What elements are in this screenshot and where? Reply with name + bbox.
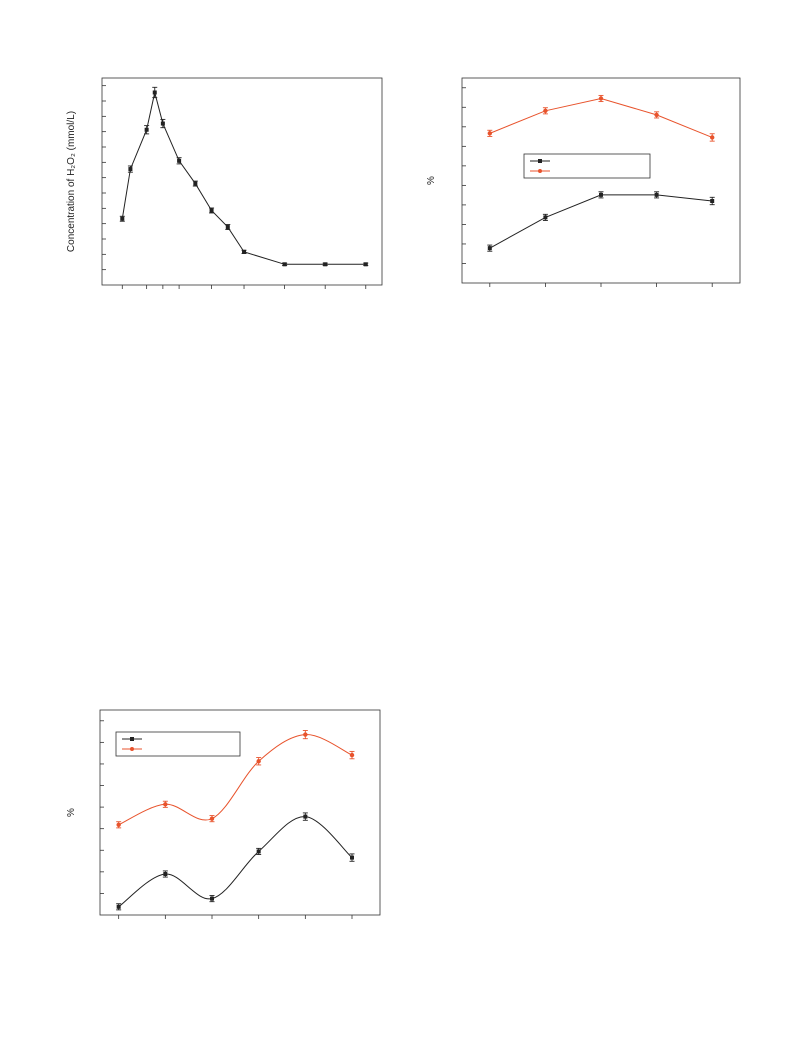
series-1-point bbox=[128, 167, 133, 172]
series-2-point bbox=[116, 822, 121, 827]
series-1-point bbox=[152, 90, 157, 95]
chart-h2o2-concentration: Concentration of H₂O₂ (mmol/L) bbox=[66, 77, 383, 289]
series-1-point bbox=[144, 127, 149, 132]
legend-marker-1 bbox=[538, 159, 542, 163]
series-1-point bbox=[177, 158, 182, 163]
series-1-point bbox=[225, 225, 230, 230]
series-1-point bbox=[282, 262, 287, 267]
series-2-point bbox=[256, 759, 261, 764]
series-1-point bbox=[242, 249, 247, 254]
series-2-point bbox=[598, 96, 604, 101]
plot-frame bbox=[99, 709, 381, 916]
legend-box bbox=[523, 153, 651, 179]
series-1-line bbox=[121, 92, 366, 265]
series-1-point bbox=[256, 849, 261, 854]
legend-marker-1 bbox=[130, 737, 134, 741]
series-2-point bbox=[163, 802, 168, 807]
series-1-point bbox=[209, 208, 214, 213]
series-1-point bbox=[710, 199, 715, 203]
legend-marker-2 bbox=[538, 169, 542, 173]
plot-frame bbox=[461, 77, 741, 284]
series-2-point bbox=[487, 131, 492, 136]
series-2-line bbox=[489, 97, 713, 138]
series-1-point bbox=[350, 855, 354, 860]
series-1-point bbox=[363, 262, 368, 267]
plot-frame bbox=[101, 77, 383, 286]
series-2-point bbox=[710, 135, 715, 140]
chart-percent-b: % bbox=[66, 709, 381, 919]
series-1-point bbox=[599, 192, 603, 197]
series-1-line bbox=[118, 816, 353, 908]
series-1-point bbox=[116, 904, 121, 909]
series-1-point bbox=[193, 181, 198, 186]
series-1-point bbox=[487, 246, 492, 251]
y-axis-label: % bbox=[66, 808, 77, 817]
series-1-point bbox=[323, 262, 328, 267]
series-2-point bbox=[349, 752, 355, 758]
y-axis-label: Concentration of H₂O₂ (mmol/L) bbox=[66, 111, 77, 252]
chart-percent-a: % bbox=[426, 77, 741, 287]
series-1-point bbox=[160, 121, 165, 126]
series-2-point bbox=[654, 112, 659, 118]
legend-marker-2 bbox=[130, 747, 134, 751]
series-2-point bbox=[543, 108, 548, 113]
legend-box bbox=[115, 731, 241, 757]
series-1-point bbox=[210, 896, 214, 901]
series-1-point bbox=[543, 215, 548, 220]
series-1-point bbox=[163, 872, 168, 876]
series-2-point bbox=[303, 732, 308, 737]
series-1-point bbox=[654, 192, 659, 197]
y-axis-label: % bbox=[426, 176, 437, 185]
series-1-point bbox=[120, 216, 125, 221]
series-1-point bbox=[303, 814, 308, 819]
series-1-line bbox=[489, 194, 713, 249]
series-2-line bbox=[118, 734, 353, 826]
series-2-point bbox=[209, 816, 215, 821]
